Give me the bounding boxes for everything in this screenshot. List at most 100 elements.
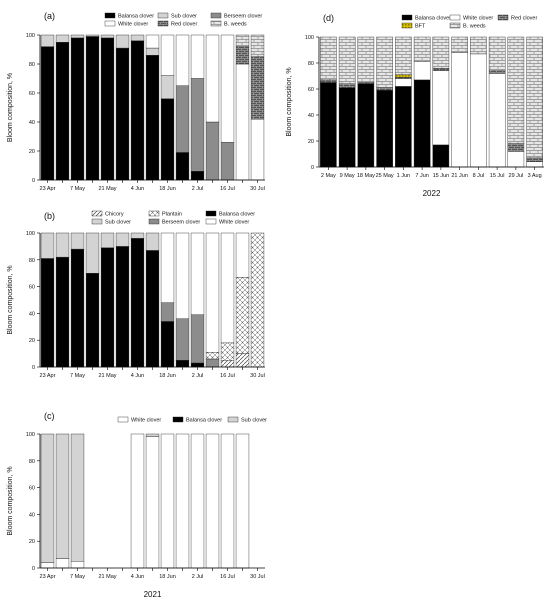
bar-segment-weeds <box>250 34 265 57</box>
legend-label: B. weeds <box>224 22 247 28</box>
bar-segment-red <box>320 79 337 83</box>
bar-segment-plantain <box>220 342 235 361</box>
x-tick-label: 21 May <box>98 574 116 580</box>
y-tick-label: 40 <box>29 120 35 126</box>
legend-swatch-plantain <box>148 210 160 217</box>
bar-segment-white <box>175 34 190 86</box>
panel-c: (c) Bloom composition, % 0 20 40 60 80 100 23 Ap… <box>7 411 267 599</box>
bar-segment-white <box>190 34 205 79</box>
bar-segment-sub <box>130 34 145 42</box>
bar-segment-balansa <box>175 360 190 368</box>
legend-label: White clover <box>118 22 148 28</box>
bar-segment-weeds <box>395 36 412 75</box>
panel-label: (a) <box>44 11 55 21</box>
bar-segment-white <box>205 433 220 569</box>
bar-segment-sub <box>70 433 85 562</box>
bar-segment-balansa <box>376 90 393 168</box>
legend-swatch-weeds <box>210 20 222 27</box>
x-tick-label: 30 Jul <box>250 574 265 580</box>
y-tick-label: 20 <box>29 539 35 545</box>
bar-segment-white <box>526 161 543 168</box>
legend-swatch-balansa <box>104 12 116 19</box>
x-tick-label: 4 Jun <box>131 574 144 580</box>
bar-segment-white <box>190 232 205 315</box>
x-tick-label: 29 Jul <box>509 173 524 179</box>
bar-segment-white <box>55 558 70 569</box>
bar-segment-sub <box>145 433 160 437</box>
bar-segment-sub <box>40 34 55 47</box>
bar-segment-balansa <box>338 87 356 168</box>
legend-swatch-sub <box>227 416 239 423</box>
x-tick-label: 21 May <box>98 373 116 379</box>
bar-segment-balansa <box>85 273 100 368</box>
y-tick-label: 80 <box>29 459 35 465</box>
bar-segment-weeds <box>320 36 337 81</box>
x-tick-label: 18 Jun <box>159 574 176 580</box>
bar-segment-chicory <box>235 353 250 368</box>
bar-segment-white <box>413 61 431 81</box>
bar-segment-white <box>175 433 190 569</box>
legend-swatch-bft <box>401 22 413 29</box>
bar-segment-weeds <box>488 36 506 71</box>
bar-segment-balansa <box>100 247 115 368</box>
x-tick-label: 7 May <box>70 186 85 192</box>
bar-segment-white <box>160 34 175 76</box>
y-tick-label: 100 <box>26 432 35 438</box>
x-tick-label: 30 Jul <box>250 373 265 379</box>
y-tick-label: 60 <box>29 285 35 291</box>
legend-label: Sub clover <box>241 418 267 424</box>
x-tick-label: 21 Jun <box>451 173 468 179</box>
legend-swatch-balansa <box>401 14 413 21</box>
x-tick-label: 18 May <box>357 173 375 179</box>
legend-label: Balansa clover <box>118 14 154 20</box>
bar-segment-sub <box>85 232 100 274</box>
bar-segment-plantain <box>235 277 250 354</box>
panel-d: (d) Bloom composition, % 0 20 40 60 80 100 2 May… <box>286 13 544 198</box>
legend-label: Sub clover <box>105 220 131 226</box>
bar-segment-sub <box>85 34 100 37</box>
bar-segment-weeds <box>470 36 487 55</box>
x-tick-label: 2 May <box>321 173 336 179</box>
bar-segment-white <box>250 118 265 181</box>
bar-segment-balansa <box>413 79 431 168</box>
bar-segment-weeds <box>376 36 393 88</box>
y-tick-label: 100 <box>305 35 314 41</box>
x-tick-label: 21 May <box>98 186 116 192</box>
x-tick-label: 16 Jul <box>220 186 235 192</box>
bar-segment-balansa <box>115 246 130 368</box>
bar-segment-white <box>70 561 85 569</box>
bar-segment-balansa <box>85 36 100 181</box>
legend-label: Chicory <box>105 212 124 218</box>
x-tick-label: 23 Apr <box>40 373 56 379</box>
x-tick-label: 16 Jul <box>220 574 235 580</box>
y-tick-label: 60 <box>29 91 35 97</box>
bar-segment-white <box>220 232 235 344</box>
bar-segment-sub <box>70 34 85 39</box>
bar-segment-white <box>507 151 525 168</box>
bar-segment-white <box>160 433 175 569</box>
legend-label: Berseem clover <box>162 220 200 226</box>
x-tick-label: 9 May <box>340 173 355 179</box>
bar-segment-white <box>175 232 190 319</box>
y-tick-label: 0 <box>32 365 35 371</box>
legend-label: BFT <box>415 24 426 30</box>
y-tick-label: 100 <box>26 231 35 237</box>
bar-segment-sub <box>100 232 115 248</box>
bar-segment-white <box>220 433 235 569</box>
bar-segment-weeds <box>432 36 450 69</box>
legend-label: Balansa clover <box>415 16 451 22</box>
bar-segment-weeds <box>413 36 431 62</box>
x-tick-label: 1 Jun <box>397 173 410 179</box>
legend-swatch-balansa <box>172 416 184 423</box>
bar-segment-balansa <box>357 83 375 168</box>
y-tick-label: 80 <box>29 258 35 264</box>
x-tick-label: 7 Jun <box>415 173 428 179</box>
bar-segment-weeds <box>338 36 356 84</box>
legend-label: Red clover <box>511 16 537 22</box>
bar-segment-balansa <box>145 55 160 181</box>
y-tick-label: 20 <box>308 139 314 145</box>
bar-segment-balansa <box>70 248 85 368</box>
bar-segment-berseem <box>205 121 220 181</box>
legend-label: Sub clover <box>171 14 197 20</box>
